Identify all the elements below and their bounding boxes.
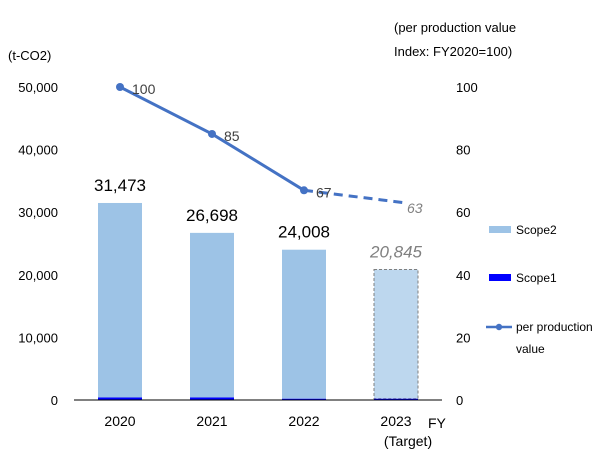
bar-scope1	[374, 398, 418, 400]
bar-scope2	[190, 232, 234, 398]
legend: Scope2 Scope1 per production value	[486, 223, 593, 356]
line-segment-actual	[119, 85, 305, 192]
bar-series	[98, 202, 419, 400]
left-axis: 0 10,000 20,000 30,000 40,000 50,000	[18, 80, 58, 408]
line-series: 100 85 67 63	[116, 81, 423, 216]
total-label: 31,473	[94, 176, 146, 195]
line-segment-target	[303, 188, 406, 205]
left-tick-label: 10,000	[18, 330, 58, 345]
right-tick-label: 0	[456, 393, 463, 408]
legend-label-scope2: Scope2	[516, 223, 557, 237]
x-tick-label: 2023	[380, 413, 411, 429]
right-axis: 0 20 40 60 80 100	[456, 80, 478, 408]
legend-swatch-scope2	[489, 226, 511, 233]
bar-scope2	[98, 202, 142, 398]
right-tick-label: 20	[456, 330, 470, 345]
left-tick-label: 40,000	[18, 143, 58, 158]
line-point-label: 85	[224, 128, 240, 144]
legend-label-line-2: value	[516, 342, 545, 356]
legend-swatch-marker	[495, 323, 503, 331]
line-point-label: 100	[132, 81, 156, 97]
x-tick-label: 2021	[196, 413, 227, 429]
legend-label-scope1: Scope1	[516, 271, 557, 285]
total-labels: 31,473 26,698 24,008 20,845	[94, 176, 423, 262]
x-axis: 2020 2021 2022 2023 (Target)	[104, 413, 432, 449]
bar-scope2	[282, 249, 326, 399]
right-tick-label: 60	[456, 205, 470, 220]
right-tick-label: 40	[456, 268, 470, 283]
line-point	[208, 129, 216, 138]
x-tick-label: 2022	[288, 413, 319, 429]
left-tick-label: 0	[51, 393, 58, 408]
line-point	[300, 186, 308, 195]
x-tick-label: 2020	[104, 413, 135, 429]
bar-scope1	[282, 398, 326, 400]
line-point-label: 63	[407, 200, 423, 216]
bar-scope1	[190, 397, 234, 400]
left-tick-label: 20,000	[18, 268, 58, 283]
bar-scope2	[373, 269, 419, 400]
right-tick-label: 80	[456, 143, 470, 158]
bar-scope1	[98, 397, 142, 400]
right-axis-unit-line2: Index: FY2020=100)	[394, 44, 512, 59]
total-label: 26,698	[186, 206, 238, 225]
x-tick-sublabel: (Target)	[384, 433, 432, 449]
left-axis-unit: (t-CO2)	[8, 48, 51, 63]
right-axis-unit-line1: (per production value	[394, 20, 516, 35]
total-label: 20,845	[369, 243, 423, 262]
legend-swatch-scope1	[489, 274, 511, 281]
right-tick-label: 100	[456, 80, 478, 95]
line-point	[116, 83, 124, 91]
x-axis-unit: FY	[428, 415, 447, 431]
line-point-label: 67	[316, 184, 332, 200]
left-tick-label: 50,000	[18, 80, 58, 95]
left-tick-label: 30,000	[18, 205, 58, 220]
legend-label-line-1: per production	[516, 320, 593, 334]
total-label: 24,008	[278, 223, 330, 242]
